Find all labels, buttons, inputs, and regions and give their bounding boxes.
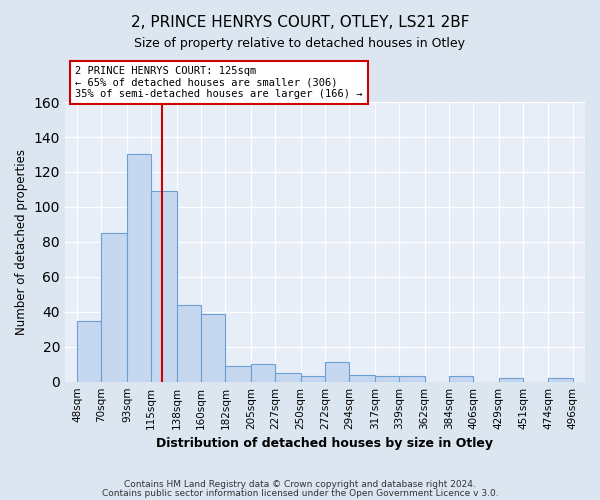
Bar (151, 191, 176, 382)
Bar (127, 154, 151, 382)
Bar (399, 376, 425, 382)
Bar (449, 376, 473, 382)
Text: 2 PRINCE HENRYS COURT: 125sqm
← 65% of detached houses are smaller (306)
35% of : 2 PRINCE HENRYS COURT: 125sqm ← 65% of d… (76, 66, 363, 100)
Bar (349, 374, 375, 382)
Bar (548, 378, 573, 382)
X-axis label: Distribution of detached houses by size in Otley: Distribution of detached houses by size … (157, 437, 493, 450)
Bar (251, 364, 275, 382)
Text: Contains HM Land Registry data © Crown copyright and database right 2024.: Contains HM Land Registry data © Crown c… (124, 480, 476, 489)
Bar (301, 376, 325, 382)
Text: Contains public sector information licensed under the Open Government Licence v : Contains public sector information licen… (101, 488, 499, 498)
Bar (176, 305, 201, 382)
Text: Size of property relative to detached houses in Otley: Size of property relative to detached ho… (134, 38, 466, 51)
Bar (275, 373, 301, 382)
Bar (101, 233, 127, 382)
Bar (325, 362, 349, 382)
Bar (77, 320, 101, 382)
Bar (226, 366, 251, 382)
Bar (201, 314, 226, 382)
Bar (375, 376, 399, 382)
Text: 2, PRINCE HENRYS COURT, OTLEY, LS21 2BF: 2, PRINCE HENRYS COURT, OTLEY, LS21 2BF (131, 15, 469, 30)
Bar (499, 378, 523, 382)
Y-axis label: Number of detached properties: Number of detached properties (15, 149, 28, 335)
